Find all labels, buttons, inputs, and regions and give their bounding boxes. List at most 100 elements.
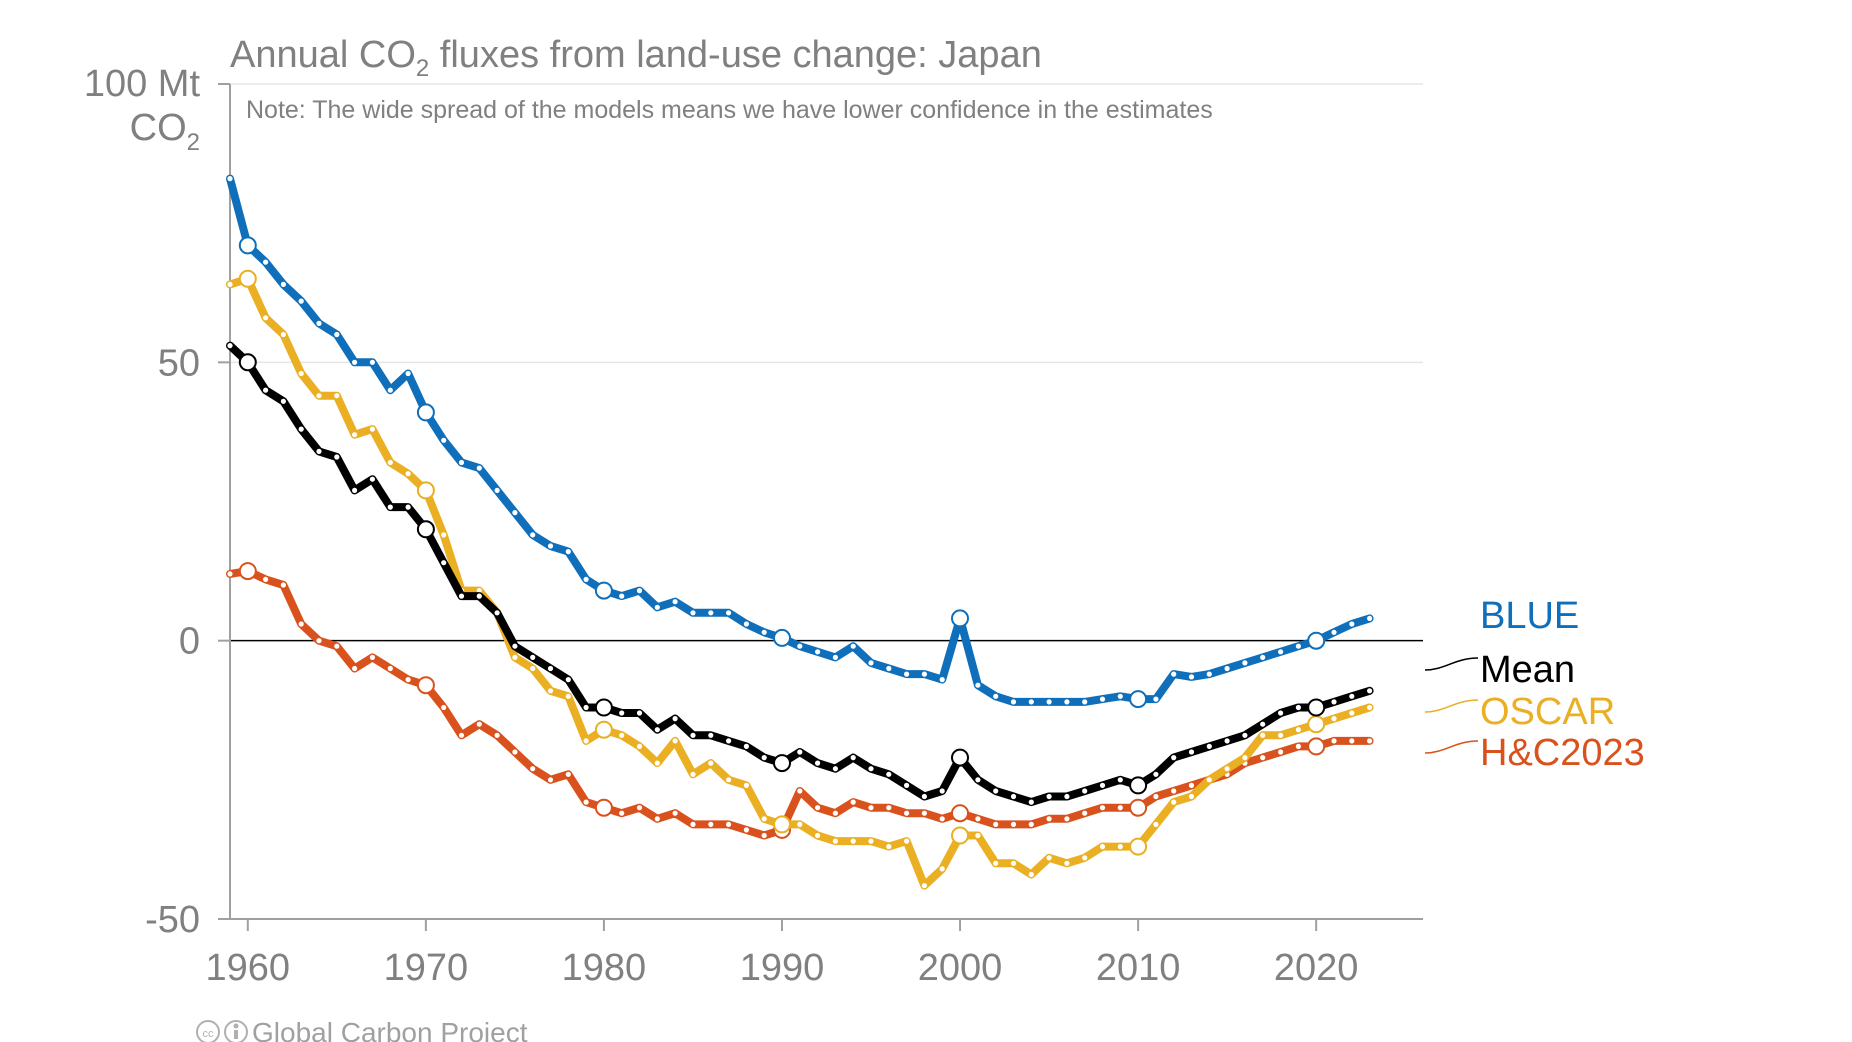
series-line [226, 341, 1374, 807]
data-point [654, 604, 660, 610]
decade-point [238, 562, 257, 581]
data-point [1064, 699, 1070, 705]
data-point [530, 766, 536, 772]
decade-point [951, 609, 969, 628]
data-point [672, 810, 678, 816]
data-point [797, 821, 803, 828]
data-point [512, 509, 518, 516]
data-point [1046, 855, 1052, 861]
data-point [565, 771, 571, 777]
decade-point [594, 698, 613, 717]
data-point [1064, 793, 1070, 800]
data-point [227, 571, 233, 577]
data-point [476, 465, 482, 471]
data-point [1260, 755, 1266, 761]
data-point [815, 832, 821, 839]
data-point [547, 777, 554, 783]
data-point [1010, 821, 1017, 828]
data-point [334, 643, 340, 649]
data-point [476, 721, 482, 727]
data-point [797, 749, 803, 755]
footer-credit-text: Global Carbon Project [252, 1017, 528, 1042]
data-point [387, 665, 393, 672]
decade-point [1129, 837, 1148, 856]
data-point [868, 838, 874, 844]
decade-point [773, 815, 791, 834]
x-tick-label: 2000 [918, 947, 1003, 989]
data-point [1278, 749, 1284, 755]
data-point [1331, 699, 1337, 705]
attribution-icon [224, 1020, 248, 1042]
data-point [1117, 844, 1123, 850]
decade-point [594, 798, 613, 817]
data-point [708, 821, 714, 828]
decade-point [1307, 737, 1326, 756]
x-tick-label: 2020 [1274, 947, 1359, 989]
data-point [1099, 805, 1106, 811]
data-point [726, 777, 732, 783]
data-point [619, 710, 625, 716]
axes [218, 83, 1423, 931]
y-tick-label: -50 [145, 899, 200, 941]
data-point [1082, 788, 1088, 794]
data-point [263, 259, 269, 265]
data-point [1224, 738, 1230, 744]
data-series [226, 174, 1374, 890]
data-point [1349, 693, 1355, 699]
data-point [441, 704, 447, 711]
data-point [441, 560, 447, 566]
legend-label: OSCAR [1480, 691, 1615, 733]
decade-point [1129, 798, 1148, 817]
data-point [726, 821, 732, 828]
data-point [904, 782, 910, 789]
data-point [1295, 704, 1301, 711]
data-point [1188, 782, 1195, 789]
data-point [1206, 743, 1212, 750]
data-point [280, 331, 286, 338]
data-point [743, 827, 750, 833]
data-point [494, 487, 500, 493]
decade-point [238, 269, 257, 288]
legend-item-oscar: OSCAR [1424, 691, 1615, 733]
data-point [886, 665, 892, 672]
data-point [565, 677, 571, 683]
y-axis-unit-line1: 100 Mt [84, 63, 201, 105]
data-point [352, 665, 358, 672]
decade-point [951, 748, 969, 767]
data-point [1242, 755, 1248, 761]
x-tick-label: 1990 [740, 947, 825, 989]
data-point [352, 432, 358, 438]
data-point [1260, 654, 1266, 661]
decade-point [416, 676, 435, 695]
data-point [850, 838, 856, 844]
data-point [975, 777, 981, 783]
data-point [298, 621, 304, 627]
data-point [921, 883, 928, 889]
data-point [815, 649, 821, 655]
data-point [1188, 674, 1195, 680]
data-point [1367, 738, 1373, 744]
data-point [227, 343, 233, 349]
legend-label: H&C2023 [1480, 732, 1645, 774]
data-point [1206, 671, 1212, 677]
data-point [921, 793, 928, 800]
data-point [708, 760, 714, 766]
data-point [387, 459, 393, 466]
decade-point [773, 754, 791, 773]
data-point [458, 459, 465, 466]
data-point [316, 320, 322, 326]
data-point [939, 788, 945, 794]
data-point [1046, 699, 1052, 705]
data-point [726, 610, 732, 616]
data-point [1260, 732, 1266, 738]
data-point [1153, 771, 1159, 777]
legend-connector [1424, 657, 1479, 671]
data-point [1171, 788, 1177, 794]
data-point [1171, 671, 1177, 677]
data-point [1028, 799, 1034, 805]
data-point [993, 821, 999, 828]
data-point [280, 281, 286, 287]
legend-item-h-c2023: H&C2023 [1424, 732, 1645, 774]
data-point [636, 743, 643, 750]
data-point [850, 799, 856, 805]
